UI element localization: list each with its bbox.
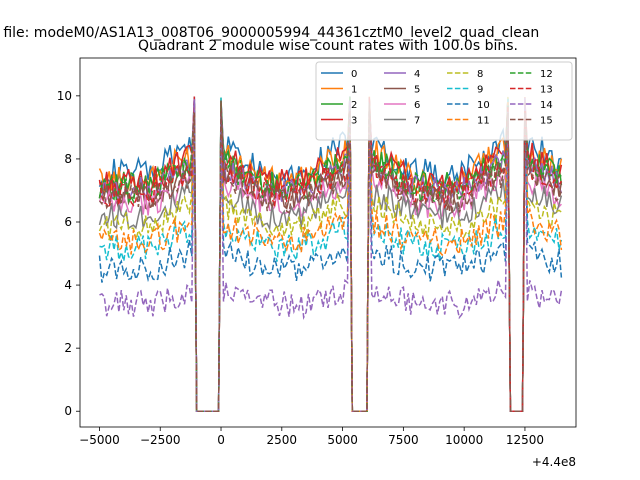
legend-label-5: 5 <box>414 85 420 96</box>
y-axis: 0 2 4 6 8 10 <box>57 89 80 418</box>
y-tick-label: 4 <box>64 278 72 292</box>
legend-label-1: 1 <box>351 85 357 96</box>
chart-title: Quadrant 2 module wise count rates with … <box>138 38 518 54</box>
series-line-11 <box>98 95 563 412</box>
x-tick-label: 0 <box>217 433 225 447</box>
legend-label-15: 15 <box>540 116 553 127</box>
legend-label-12: 12 <box>540 69 553 80</box>
figure-suptitle: n file: modeM0/AS1A13_008T06_9000005994_… <box>0 25 539 41</box>
series-line-10 <box>98 96 563 412</box>
x-axis: −5000 −2500 0 2500 5000 7500 10000 12500 <box>79 427 544 447</box>
series-line-15 <box>98 100 563 412</box>
series-line-13 <box>98 96 563 412</box>
series-line-8 <box>98 96 562 412</box>
x-tick-label: 12500 <box>506 433 544 447</box>
x-tick-label: 10000 <box>445 433 483 447</box>
series-line-12 <box>98 95 562 412</box>
legend-label-4: 4 <box>414 69 420 80</box>
legend-label-2: 2 <box>351 100 357 111</box>
x-tick-label: 2500 <box>267 433 298 447</box>
legend-label-0: 0 <box>351 69 357 80</box>
y-tick-label: 0 <box>64 404 72 418</box>
legend-label-3: 3 <box>351 116 357 127</box>
legend-label-7: 7 <box>414 116 420 127</box>
x-tick-label: −2500 <box>140 433 181 447</box>
y-tick-label: 10 <box>57 89 72 103</box>
legend-label-9: 9 <box>477 85 483 96</box>
legend-label-10: 10 <box>477 100 490 111</box>
y-tick-label: 8 <box>64 152 72 166</box>
series-line-14 <box>99 96 563 412</box>
legend-frame <box>315 61 573 141</box>
x-tick-label: 5000 <box>327 433 358 447</box>
legend-label-6: 6 <box>414 100 420 111</box>
legend-label-13: 13 <box>540 85 553 96</box>
legend-label-8: 8 <box>477 69 483 80</box>
plot-frame <box>79 57 577 428</box>
legend-label-14: 14 <box>540 100 553 111</box>
x-offset-label: +4.4e8 <box>532 455 576 469</box>
legend-label-11: 11 <box>477 116 490 127</box>
x-tick-label: −5000 <box>79 433 120 447</box>
y-tick-label: 6 <box>64 215 72 229</box>
series-layer <box>98 95 563 412</box>
y-tick-label: 2 <box>64 341 72 355</box>
x-tick-label: 7500 <box>388 433 419 447</box>
